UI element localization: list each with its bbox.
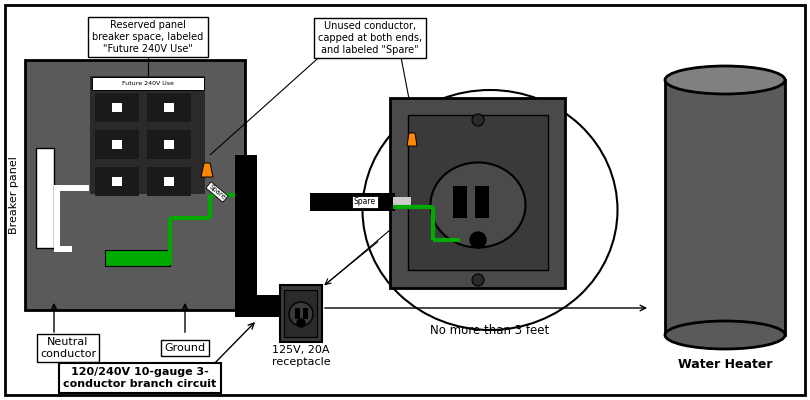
Bar	[665, 80, 785, 335]
Circle shape	[472, 274, 484, 286]
Bar	[95, 130, 139, 159]
Bar	[54, 191, 60, 246]
Bar	[147, 93, 191, 122]
Text: Reserved panel
breaker space, labeled
"Future 240V Use": Reserved panel breaker space, labeled "F…	[92, 20, 203, 54]
Bar	[112, 177, 122, 186]
Bar	[235, 155, 257, 310]
Text: Spare: Spare	[207, 183, 227, 201]
Text: Breaker panel: Breaker panel	[9, 156, 19, 234]
Ellipse shape	[665, 66, 785, 94]
Bar	[95, 167, 139, 196]
Bar	[95, 93, 139, 122]
Circle shape	[472, 114, 484, 126]
Bar	[295, 308, 300, 319]
Bar	[284, 290, 317, 337]
Bar	[112, 140, 122, 149]
Text: No more than 3 feet: No more than 3 feet	[430, 324, 550, 336]
Bar	[147, 130, 191, 159]
Bar	[390, 98, 565, 288]
Bar	[25, 60, 245, 310]
Text: Water Heater: Water Heater	[678, 358, 772, 372]
Bar	[36, 148, 54, 248]
Circle shape	[289, 302, 313, 326]
Bar	[54, 246, 72, 252]
Circle shape	[297, 319, 305, 327]
Ellipse shape	[430, 162, 526, 248]
Bar	[90, 76, 205, 194]
Text: 120/240V 10-gauge 3-
conductor branch circuit: 120/240V 10-gauge 3- conductor branch ci…	[63, 367, 216, 389]
Bar	[164, 140, 174, 149]
Polygon shape	[407, 133, 417, 146]
Text: 125V, 20A
receptacle: 125V, 20A receptacle	[271, 345, 330, 367]
Polygon shape	[201, 163, 213, 177]
Bar	[164, 103, 174, 112]
Circle shape	[470, 232, 486, 248]
Bar	[112, 103, 122, 112]
Bar	[105, 250, 170, 266]
Text: Neutral
conductor: Neutral conductor	[40, 337, 96, 359]
Bar	[393, 197, 411, 206]
Bar	[303, 308, 308, 319]
Bar	[147, 167, 191, 196]
Bar	[453, 186, 467, 218]
Text: Ground: Ground	[164, 343, 206, 353]
Bar	[235, 295, 310, 317]
Text: Spare: Spare	[354, 198, 376, 206]
Bar	[164, 177, 174, 186]
Text: Unused conductor,
capped at both ends,
and labeled "Spare": Unused conductor, capped at both ends, a…	[318, 21, 422, 55]
Bar	[54, 185, 89, 191]
Bar	[475, 186, 489, 218]
Ellipse shape	[665, 321, 785, 349]
Bar	[280, 285, 322, 342]
Bar	[310, 193, 395, 211]
Bar	[408, 115, 548, 270]
Text: Future 240V Use: Future 240V Use	[122, 81, 174, 86]
Bar	[92, 77, 204, 90]
